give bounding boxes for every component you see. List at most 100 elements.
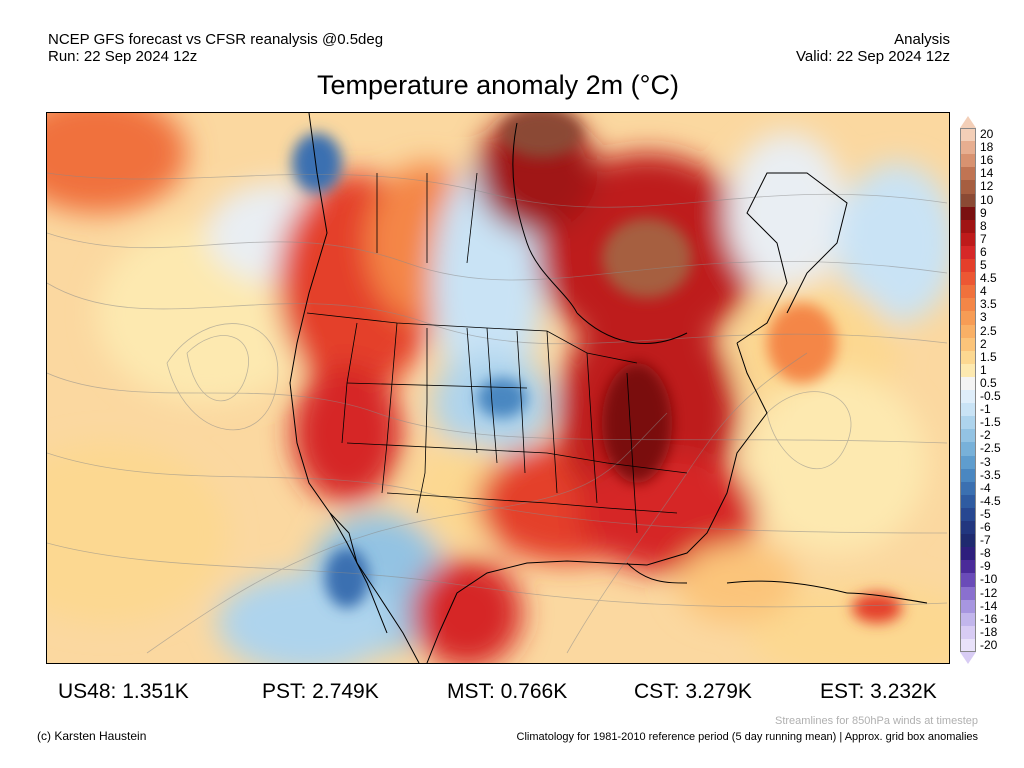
legend-swatch xyxy=(960,180,976,194)
legend-swatch xyxy=(960,167,976,181)
stat-mst: MST: 0.766K xyxy=(447,680,568,703)
legend-label: 9 xyxy=(980,205,987,220)
legend-label: 4 xyxy=(980,284,987,299)
stat-us48: US48: 1.351K xyxy=(58,680,189,703)
credit-text: (c) Karsten Haustein xyxy=(37,729,147,743)
legend-label: 12 xyxy=(980,179,994,194)
legend-swatch xyxy=(960,128,976,142)
political-borders xyxy=(306,172,688,534)
stat-cst: CST: 3.279K xyxy=(634,680,752,703)
legend-label: -1.5 xyxy=(980,415,1001,430)
legend-swatch xyxy=(960,259,976,273)
legend-label: 5 xyxy=(980,258,987,272)
climatology-note: Climatology for 1981-2010 reference peri… xyxy=(516,731,978,743)
valid-time: Valid: 22 Sep 2024 12z xyxy=(795,48,950,65)
legend-label: 2.5 xyxy=(980,323,997,338)
stat-pst: PST: 2.749K xyxy=(262,680,379,703)
legend-label: 14 xyxy=(980,166,994,181)
model-description: NCEP GFS forecast vs CFSR reanalysis @0.… xyxy=(48,31,384,48)
legend-label: -14 xyxy=(980,598,998,613)
legend-label: -12 xyxy=(980,585,998,600)
legend-swatch xyxy=(960,141,976,155)
legend-swatch xyxy=(960,272,976,286)
legend-label: -9 xyxy=(980,559,991,574)
legend-swatch xyxy=(960,599,976,614)
legend-swatch xyxy=(960,586,976,601)
legend-label: -4.5 xyxy=(980,493,1001,508)
legend-min-arrow xyxy=(960,652,976,664)
regional-stats: US48: 1.351K PST: 2.749K MST: 0.766K CST… xyxy=(0,680,1024,704)
legend-swatch xyxy=(960,154,976,168)
legend-label: 1.5 xyxy=(980,349,997,364)
legend-label: -8 xyxy=(980,546,991,561)
legend-label: -16 xyxy=(980,611,998,626)
legend-swatch xyxy=(960,376,976,391)
legend-label: -20 xyxy=(980,637,998,652)
map-canvas xyxy=(47,113,949,663)
legend-swatch xyxy=(960,285,976,299)
legend-label: 3.5 xyxy=(980,297,997,312)
legend-label: -7 xyxy=(980,533,991,548)
legend-label: -2 xyxy=(980,428,991,443)
legend-label: 18 xyxy=(980,140,994,155)
legend-label: 6 xyxy=(980,244,987,259)
legend-swatch xyxy=(960,390,976,404)
legend-swatch xyxy=(960,573,976,587)
anomaly-map xyxy=(46,112,950,664)
legend-swatch xyxy=(960,337,976,352)
legend-swatch xyxy=(960,350,976,365)
legend-label: 0.5 xyxy=(980,375,997,390)
legend-swatch xyxy=(960,507,976,522)
legend-swatch xyxy=(960,245,976,260)
header-left: NCEP GFS forecast vs CFSR reanalysis @0.… xyxy=(48,31,383,65)
coastlines xyxy=(289,113,928,663)
header-right: Analysis Valid: 22 Sep 2024 12z xyxy=(796,31,950,65)
legend-swatch xyxy=(960,206,976,221)
legend-label: -5 xyxy=(980,506,991,521)
legend-swatch xyxy=(960,455,976,470)
legend-label: 7 xyxy=(980,231,987,246)
anomaly-field xyxy=(47,113,949,663)
legend-swatch xyxy=(960,494,976,509)
legend-swatch xyxy=(960,403,976,417)
legend-label: 1 xyxy=(980,362,987,377)
wind-streamlines xyxy=(47,172,948,654)
legend-label: -2.5 xyxy=(980,441,1001,456)
run-time: Run: 22 Sep 2024 12z xyxy=(48,48,198,65)
legend-swatch xyxy=(960,534,976,548)
color-legend: 20 18 16 14 12 10 9 8 7 6 5 4.5 4 3.5 3 2.5 2 1.5 1 0.5 -0.5… xyxy=(958,116,1018,664)
legend-swatch xyxy=(960,481,976,496)
legend-label: 2 xyxy=(980,336,987,351)
legend-label: -18 xyxy=(980,624,998,639)
legend-swatch xyxy=(960,612,976,627)
legend-label: 3 xyxy=(980,310,987,325)
legend-label: -4 xyxy=(980,480,991,495)
legend-label: 20 xyxy=(980,127,994,141)
legend-swatch xyxy=(960,560,976,574)
legend-swatch xyxy=(960,429,976,443)
legend-label: -0.5 xyxy=(980,389,1001,403)
legend-max-arrow xyxy=(960,116,976,128)
legend-swatch xyxy=(960,468,976,483)
legend-swatch xyxy=(960,219,976,234)
legend-swatch xyxy=(960,232,976,247)
legend-label: 4.5 xyxy=(980,271,997,286)
legend-label: -3.5 xyxy=(980,467,1001,482)
legend-swatch xyxy=(960,298,976,312)
map-title: Temperature anomaly 2m (°C) xyxy=(317,70,679,100)
legend-swatch xyxy=(960,638,976,653)
legend-label: -1 xyxy=(980,402,991,417)
legend-swatch xyxy=(960,442,976,456)
legend-label: -6 xyxy=(980,520,991,534)
legend-label: -10 xyxy=(980,572,998,587)
legend-swatch xyxy=(960,311,976,325)
legend-swatch xyxy=(960,363,976,378)
legend-label: 10 xyxy=(980,192,994,207)
legend-label: -3 xyxy=(980,454,991,469)
legend-swatch xyxy=(960,416,976,430)
legend-swatch xyxy=(960,521,976,535)
streamlines-note: Streamlines for 850hPa winds at timestep xyxy=(775,715,978,727)
legend-swatch xyxy=(960,324,976,339)
stat-est: EST: 3.232K xyxy=(820,680,937,703)
legend-label: 16 xyxy=(980,153,994,168)
